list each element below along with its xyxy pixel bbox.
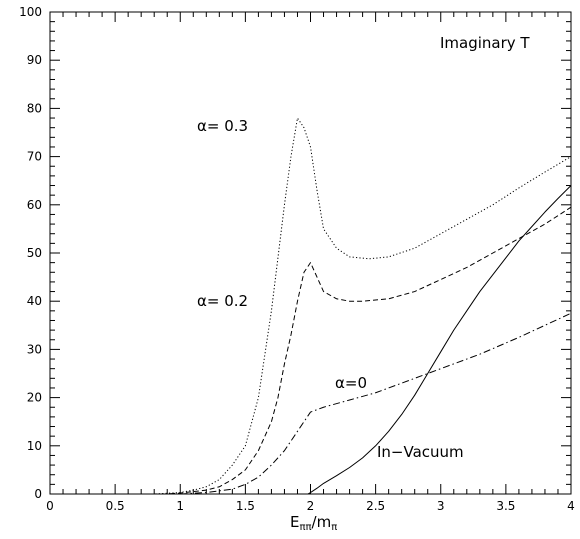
- y-tick-labels: 0 10 20 30 40 50 60 70 80 90 100: [19, 5, 42, 501]
- label-in-vacuum: In−Vacuum: [377, 443, 464, 461]
- y-tick-label: 90: [27, 53, 42, 67]
- y-tick-label: 30: [27, 342, 42, 356]
- y-tick-label: 80: [27, 101, 42, 115]
- series-lines: [50, 117, 572, 495]
- series-line-alpha_0.2: [50, 206, 572, 495]
- label-alpha-0: α=0: [335, 374, 367, 392]
- y-tick-label: 50: [27, 246, 42, 260]
- x-tick-label: 0: [46, 499, 54, 513]
- series-line-alpha_0.3: [50, 117, 572, 495]
- label-alpha-0.3: α= 0.3: [197, 117, 248, 135]
- label-alpha-0.2: α= 0.2: [197, 292, 248, 310]
- series-line-in_vacuum: [307, 185, 572, 495]
- y-tick-label: 70: [27, 150, 42, 164]
- x-tick-label: 0.5: [106, 499, 125, 513]
- x-tick-label: 1: [176, 499, 184, 513]
- x-label-sep: /m: [312, 513, 332, 531]
- x-tick-label: 2.5: [366, 499, 385, 513]
- axis-ticks: [49, 11, 572, 495]
- y-tick-label: 20: [27, 391, 42, 405]
- x-tick-label: 1.5: [236, 499, 255, 513]
- x-label-sub1: ππ: [299, 522, 311, 533]
- x-tick-labels: 0 0.5 1 1.5 2 2.5 3 3.5 4: [46, 499, 575, 513]
- y-tick-label: 10: [27, 439, 42, 453]
- x-tick-label: 2: [307, 499, 315, 513]
- x-tick-label: 3: [437, 499, 445, 513]
- series-line-alpha_0: [50, 312, 572, 495]
- panel-label: Imaginary T: [440, 34, 530, 52]
- y-tick-label: 40: [27, 294, 42, 308]
- x-label-main: E: [290, 513, 299, 531]
- x-tick-label: 4: [567, 499, 575, 513]
- x-label-sub2: π: [331, 522, 337, 533]
- y-tick-label: 60: [27, 198, 42, 212]
- y-tick-label: 0: [34, 487, 42, 501]
- x-axis-label: Eππ/mπ: [290, 513, 337, 533]
- y-tick-label: 100: [19, 5, 42, 19]
- x-tick-label: 3.5: [496, 499, 515, 513]
